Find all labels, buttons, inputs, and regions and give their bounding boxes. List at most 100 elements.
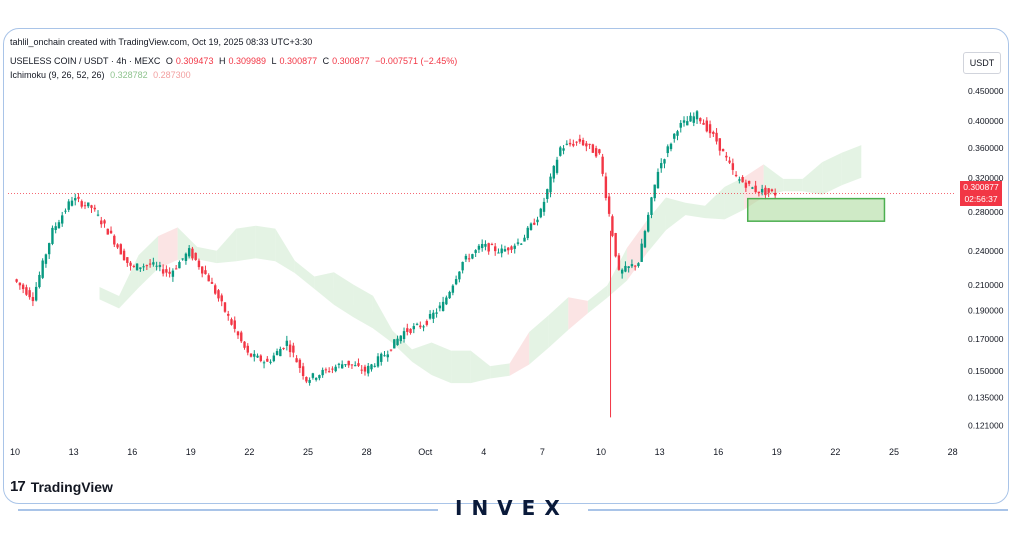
candle-body <box>539 208 542 218</box>
candle-body <box>207 275 210 282</box>
time-tick-label: 28 <box>948 447 958 457</box>
candle-body <box>262 362 266 364</box>
candle-body <box>454 279 458 285</box>
candle-body <box>767 188 770 193</box>
candle-body <box>510 246 513 250</box>
candle-body <box>578 138 582 142</box>
candle-body <box>591 144 595 153</box>
cloud-segment <box>626 221 647 281</box>
symbol-label[interactable]: USELESS COIN / USDT · 4h · MEXC <box>10 56 161 66</box>
price-tick-label: 0.121000 <box>968 421 1004 431</box>
candle-body <box>559 147 562 156</box>
cloud-segment <box>470 350 491 384</box>
indicator-line[interactable]: Ichimoku (9, 26, 52, 26) 0.328782 0.2873… <box>10 70 194 80</box>
candle-body <box>568 142 572 145</box>
candle-body <box>249 353 253 357</box>
candle-body <box>83 205 87 207</box>
cloud-segment <box>431 342 452 384</box>
time-tick-label: 25 <box>889 447 899 457</box>
price-tick-label: 0.150000 <box>968 366 1004 376</box>
candle-body <box>627 266 630 268</box>
cloud-segment <box>294 260 315 289</box>
cloud-segment <box>783 178 803 192</box>
candle-body <box>620 269 624 274</box>
indicator-name[interactable]: Ichimoku (9, 26, 52, 26) <box>10 70 105 80</box>
candle-body <box>676 131 679 136</box>
candle-body <box>643 231 647 248</box>
candle-body <box>331 368 334 370</box>
tradingview-logo[interactable]: 17 TradingView <box>10 478 113 495</box>
candle-body <box>119 244 123 255</box>
candle-body <box>624 265 627 272</box>
candle-body <box>526 227 529 239</box>
candle-body <box>200 266 204 274</box>
cloud-segment <box>216 228 237 264</box>
candle-body <box>637 263 640 267</box>
candle-body <box>425 321 429 325</box>
candle-body <box>513 245 516 249</box>
time-tick-label: 16 <box>713 447 723 457</box>
candle-body <box>363 366 367 372</box>
cloud-segment <box>138 236 159 288</box>
candle-body <box>347 360 350 366</box>
cloud-segment <box>724 177 745 220</box>
candle-body <box>15 279 18 282</box>
candle-body <box>542 201 546 212</box>
candle-body <box>718 138 722 151</box>
candle-body <box>74 198 77 201</box>
candle-body <box>194 252 197 260</box>
candle-body <box>44 254 48 264</box>
cloud-segment <box>548 297 569 348</box>
candle-body <box>80 201 83 207</box>
candle-body <box>181 258 184 260</box>
candle-body <box>223 302 227 312</box>
candle-body <box>337 363 341 365</box>
currency-button[interactable]: USDT <box>963 52 1001 74</box>
candle-body <box>298 359 302 369</box>
candle-body <box>275 351 279 356</box>
candle-body <box>305 377 308 382</box>
candle-body <box>220 295 223 302</box>
candle-body <box>236 331 240 336</box>
cloud-segment <box>587 285 608 314</box>
price-tick-label: 0.240000 <box>968 246 1004 256</box>
tradingview-wordmark: TradingView <box>30 478 113 495</box>
candle-body <box>103 220 106 224</box>
candle-body <box>438 305 442 309</box>
time-tick-label: 22 <box>830 447 840 457</box>
cloud-segment <box>607 248 627 298</box>
candle-body <box>744 182 748 188</box>
candle-body <box>168 271 171 274</box>
candle-body <box>731 163 735 170</box>
candle-body <box>493 246 497 252</box>
candle-body <box>728 160 731 163</box>
time-tick-label: 13 <box>655 447 665 457</box>
candle-body <box>487 243 490 252</box>
cloud-segment <box>412 342 432 376</box>
candle-body <box>585 143 588 147</box>
price-tick-label: 0.190000 <box>968 306 1004 316</box>
price-axis: 0.450000 0.400000 0.360000 0.320000 0.280000… <box>968 86 1004 431</box>
candle-body <box>409 328 412 333</box>
invex-logo: INVEX <box>455 496 569 520</box>
candle-body <box>536 219 539 223</box>
candle-body <box>282 347 285 349</box>
candle-body <box>432 312 435 319</box>
candle-body <box>419 325 422 328</box>
candle-body <box>500 248 503 254</box>
candle-body <box>611 216 614 236</box>
price-tick-label: 0.280000 <box>968 207 1004 217</box>
candle-body <box>227 313 230 316</box>
candle-body <box>246 345 249 353</box>
candle-body <box>210 282 214 284</box>
candle-body <box>656 171 660 189</box>
candle-body <box>233 320 236 329</box>
candle-body <box>708 124 712 134</box>
candle-body <box>604 176 608 198</box>
low-value: 0.300877 <box>279 56 318 66</box>
candle-body <box>380 353 383 362</box>
cloud-segment <box>568 297 588 330</box>
candle-body <box>243 341 246 348</box>
candle-body <box>116 244 119 248</box>
